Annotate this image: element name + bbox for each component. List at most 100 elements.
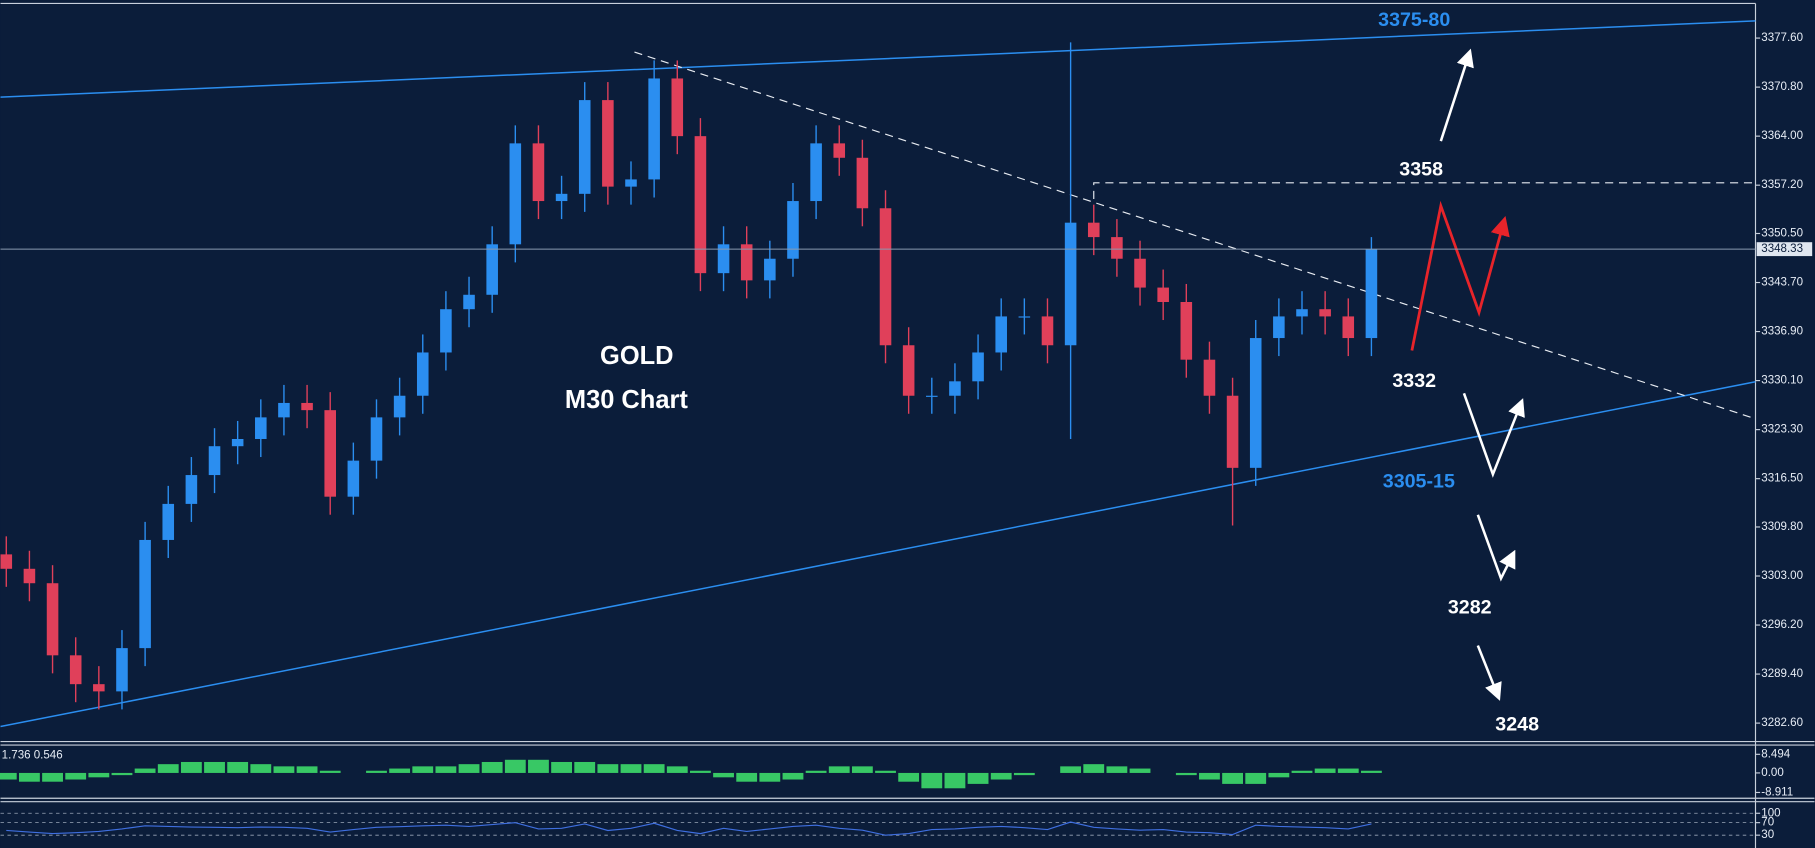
histogram-bar xyxy=(551,761,573,773)
annotation: 3248 xyxy=(1495,714,1539,736)
candle-body xyxy=(440,309,452,353)
histogram-bar xyxy=(898,772,920,782)
candle-body xyxy=(231,438,244,447)
candle-body xyxy=(625,179,637,187)
histogram-bar xyxy=(389,768,411,773)
histogram-bar xyxy=(597,764,619,773)
histogram-bar xyxy=(111,772,133,776)
histogram-bar xyxy=(319,770,341,773)
histogram-bar xyxy=(944,772,966,789)
candle-body xyxy=(602,100,614,187)
histogram-bar xyxy=(157,764,179,773)
candle-body xyxy=(347,460,360,497)
annotation: 3282 xyxy=(1448,597,1492,619)
y-tick-label: 70 xyxy=(1761,817,1774,829)
histogram-bar xyxy=(42,772,63,782)
histogram-bar xyxy=(759,772,781,782)
arrow xyxy=(1410,200,1510,351)
histogram-bar xyxy=(1337,768,1359,773)
candle-body xyxy=(1064,222,1077,346)
candle-body xyxy=(93,684,105,692)
histogram-bar xyxy=(250,764,272,773)
histogram-bar xyxy=(366,770,387,773)
candle-body xyxy=(1134,258,1146,288)
histogram-bar xyxy=(921,772,943,789)
y-tick-label: 3370.80 xyxy=(1761,81,1803,93)
candle-body xyxy=(694,136,707,274)
histogram-bar xyxy=(736,772,758,782)
histogram-bar xyxy=(1175,772,1197,776)
histogram-bar xyxy=(690,770,711,773)
candle-body xyxy=(116,648,128,692)
support-line xyxy=(0,381,1756,728)
histogram-bar xyxy=(134,768,156,773)
histogram-bar xyxy=(990,772,1012,780)
histogram-bar xyxy=(227,761,249,773)
histogram-bar xyxy=(1199,772,1220,780)
y-tick-label: 3364.00 xyxy=(1761,130,1803,142)
histogram-bar xyxy=(481,761,503,773)
candle-body xyxy=(208,446,221,476)
arrow xyxy=(1462,392,1525,478)
histogram-bar xyxy=(412,766,434,773)
histogram-bar xyxy=(180,761,202,773)
arrow xyxy=(1476,645,1502,701)
candle-body xyxy=(972,352,984,382)
candle-body xyxy=(879,208,892,346)
candle-body xyxy=(1180,301,1193,360)
candle-body xyxy=(0,554,13,569)
y-tick-label: 100 xyxy=(1761,807,1780,819)
candle-body xyxy=(393,395,406,418)
candle-body xyxy=(486,244,498,295)
histogram-bar xyxy=(1291,770,1313,773)
trend-line xyxy=(634,51,1756,420)
y-tick-label: 3296.20 xyxy=(1761,619,1803,631)
y-tick-label: 3289.40 xyxy=(1761,668,1803,680)
candle-body xyxy=(995,316,1007,353)
candle-body xyxy=(416,352,429,396)
candle-body xyxy=(1249,338,1262,468)
candle-body xyxy=(1342,316,1355,339)
y-tick-label: 30 xyxy=(1761,829,1774,841)
candle-body xyxy=(810,143,822,202)
candle-body xyxy=(856,157,869,209)
histogram-bar xyxy=(574,761,596,773)
histogram-bar xyxy=(435,766,457,773)
histogram-bar xyxy=(204,761,225,773)
candle-body xyxy=(139,539,151,649)
candle-body xyxy=(301,402,313,411)
candle-body xyxy=(1226,395,1239,468)
candle-body xyxy=(717,244,730,274)
resistance-line xyxy=(0,20,1756,98)
y-tick-label: 3323.30 xyxy=(1761,424,1803,436)
histogram-bar xyxy=(296,766,318,773)
histogram-bar xyxy=(1060,766,1082,773)
y-tick-label: 3377.60 xyxy=(1761,32,1803,44)
candle-body xyxy=(1111,237,1123,259)
histogram-bar xyxy=(1245,772,1267,784)
annotation: 3305-15 xyxy=(1383,471,1455,493)
candle-body xyxy=(185,475,198,504)
histogram-bar xyxy=(504,759,526,773)
y-tick-label: 3303.00 xyxy=(1761,570,1803,582)
candle-body xyxy=(949,381,961,396)
histogram-bar xyxy=(528,759,549,773)
y-tick-label: -8.911 xyxy=(1761,787,1793,799)
histogram-bar xyxy=(458,764,480,773)
candle-body xyxy=(833,143,846,158)
y-tick-label: 3330.10 xyxy=(1761,375,1803,387)
y-tick-label: 3357.20 xyxy=(1761,179,1803,191)
histogram-bar xyxy=(1268,772,1290,778)
histogram-bar xyxy=(851,766,873,773)
candle-body xyxy=(509,143,522,245)
level-line xyxy=(1093,182,1756,199)
histogram-bar xyxy=(1361,770,1382,773)
y-tick-label: 8.494 xyxy=(1761,748,1790,760)
candle-body xyxy=(1319,309,1331,317)
candle-body xyxy=(532,143,545,202)
candle-body xyxy=(1296,309,1308,317)
candle-body xyxy=(578,100,591,194)
y-tick-label: 3350.50 xyxy=(1761,228,1803,240)
